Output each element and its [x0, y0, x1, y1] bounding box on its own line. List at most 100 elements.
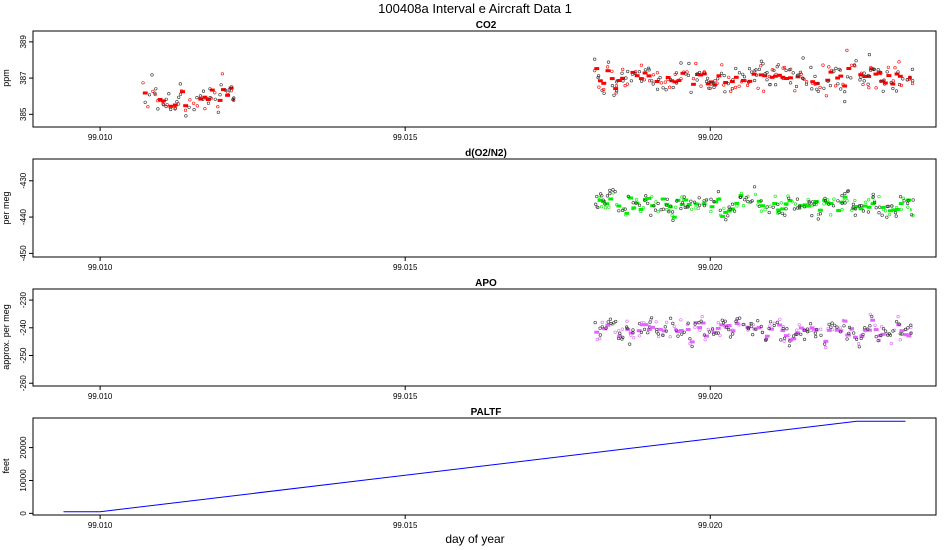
raw-data-point: [691, 76, 696, 81]
paltf-x-tick-label: 99.010: [88, 521, 113, 530]
raw-data-point: [651, 82, 655, 86]
raw-data-point: [767, 326, 771, 331]
raw-data-point: [813, 82, 817, 86]
raw-data-point: [745, 83, 750, 87]
x-axis-title: day of year: [445, 532, 504, 546]
raw-data-point: [705, 76, 710, 80]
raw-data-point: [868, 324, 872, 328]
raw-data-point: [595, 338, 599, 342]
raw-data-point: [830, 321, 834, 325]
raw-data-point: [680, 201, 685, 205]
raw-data-point: [863, 326, 867, 330]
figure-title: 100408a Interval e Aircraft Data 1: [378, 1, 572, 16]
raw-data-point: [876, 68, 880, 72]
raw-data-point: [872, 67, 876, 72]
o2n2-y-tick-label: -440: [19, 209, 28, 226]
raw-data-point: [757, 67, 761, 71]
raw-data-point: [871, 192, 875, 196]
raw-data-point: [146, 105, 150, 109]
raw-data-point: [813, 331, 818, 335]
raw-data-point: [896, 315, 900, 319]
raw-data-point: [742, 322, 746, 327]
raw-data-point: [877, 338, 882, 343]
raw-data-point: [743, 79, 747, 83]
raw-data-point: [169, 107, 173, 112]
raw-data-point: [874, 86, 878, 90]
raw-data-point: [219, 83, 223, 87]
raw-data-point: [909, 323, 913, 327]
raw-data-point: [876, 339, 880, 343]
raw-data-point: [768, 204, 772, 208]
raw-data-point: [716, 77, 720, 81]
raw-data-point: [899, 207, 903, 211]
raw-data-point: [226, 90, 230, 94]
raw-data-point: [195, 104, 199, 108]
raw-data-point: [807, 200, 811, 204]
raw-data-point: [608, 192, 612, 196]
raw-data-point: [840, 194, 844, 198]
raw-data-point: [750, 70, 754, 74]
raw-data-point: [731, 332, 735, 336]
raw-data-point: [843, 99, 847, 104]
raw-data-point: [728, 335, 733, 339]
apo-y-tick-label: -260: [19, 375, 28, 392]
raw-data-point: [722, 83, 726, 87]
raw-data-point: [821, 63, 825, 67]
raw-data-point: [797, 204, 802, 208]
raw-data-point: [665, 197, 670, 201]
raw-data-point: [822, 86, 826, 90]
raw-data-point: [164, 97, 168, 101]
raw-data-point: [637, 203, 642, 207]
raw-data-point: [730, 328, 735, 332]
raw-data-point: [778, 317, 782, 321]
raw-data-point: [600, 194, 604, 198]
raw-data-point: [599, 205, 604, 209]
raw-data-point: [833, 323, 837, 327]
raw-data-point: [633, 71, 637, 75]
raw-data-point: [784, 202, 789, 207]
raw-data-point: [616, 336, 621, 341]
apo-x-axis: 99.010 99.015 99.020: [88, 386, 723, 401]
raw-data-point: [838, 330, 843, 334]
raw-data-point: [601, 198, 605, 202]
raw-data-point: [866, 210, 871, 214]
co2-x-axis: 99.010 99.015 99.020: [88, 127, 723, 142]
raw-data-point: [727, 328, 731, 332]
raw-data-point: [770, 68, 774, 72]
raw-data-point: [156, 107, 160, 111]
o2n2-y-tick-label: -450: [19, 245, 28, 262]
raw-data-point: [693, 325, 697, 329]
raw-data-point: [764, 337, 769, 341]
raw-data-point: [902, 199, 906, 203]
raw-data-point: [782, 65, 787, 70]
paltf-panel: PALTF feet 99.010 99.015 99.020 0 10000 2000…: [1, 407, 937, 530]
paltf-x-tick-label: 99.015: [393, 521, 418, 530]
raw-data-point: [810, 214, 814, 218]
raw-data-point: [831, 204, 836, 208]
raw-data-point: [734, 66, 738, 71]
raw-data-point: [889, 341, 893, 346]
raw-data-point: [686, 321, 690, 325]
raw-data-point: [679, 61, 683, 65]
raw-data-point: [879, 333, 883, 338]
raw-data-point: [780, 211, 784, 215]
raw-data-point: [834, 66, 838, 70]
raw-data-point: [652, 204, 656, 208]
raw-data-point: [844, 333, 849, 337]
raw-data-point: [688, 342, 692, 346]
raw-data-point: [751, 333, 755, 337]
raw-data-point: [833, 84, 838, 88]
raw-data-point: [772, 68, 776, 72]
raw-data-point: [859, 75, 863, 79]
raw-data-point: [815, 87, 819, 91]
raw-data-point: [883, 329, 888, 333]
raw-data-point: [730, 202, 735, 206]
raw-data-point: [727, 75, 731, 79]
raw-data-point: [671, 321, 675, 326]
raw-data-point: [660, 333, 665, 337]
raw-data-point: [642, 327, 647, 332]
raw-data-point: [801, 56, 805, 60]
raw-data-point: [836, 199, 840, 203]
raw-data-point: [810, 87, 814, 91]
raw-data-point: [726, 82, 730, 86]
